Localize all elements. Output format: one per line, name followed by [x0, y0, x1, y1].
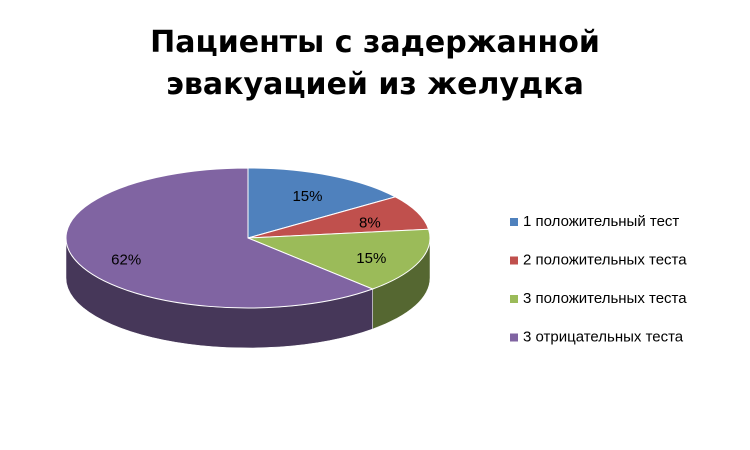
data-label: 15% [356, 250, 386, 267]
pie-slice [247, 167, 397, 239]
chart-title: Пациенты с задержанной эвакуацией из жел… [150, 25, 600, 102]
pie-slice [247, 196, 430, 239]
legend-swatch [510, 256, 518, 265]
legend-label: 3 отрицательных теста [523, 328, 684, 345]
legend-label: 3 положительных теста [523, 290, 687, 307]
data-label: 62% [111, 252, 141, 269]
data-label: 15% [292, 188, 322, 205]
pie-slice [247, 228, 431, 290]
legend-swatch [510, 295, 518, 303]
legend-swatch [510, 218, 518, 226]
legend-label: 1 положительный тест [523, 213, 679, 230]
legend-label: 2 положительных теста [523, 251, 687, 268]
pie-slice [65, 167, 374, 309]
data-label: 8% [359, 214, 381, 231]
legend-swatch [510, 333, 518, 342]
